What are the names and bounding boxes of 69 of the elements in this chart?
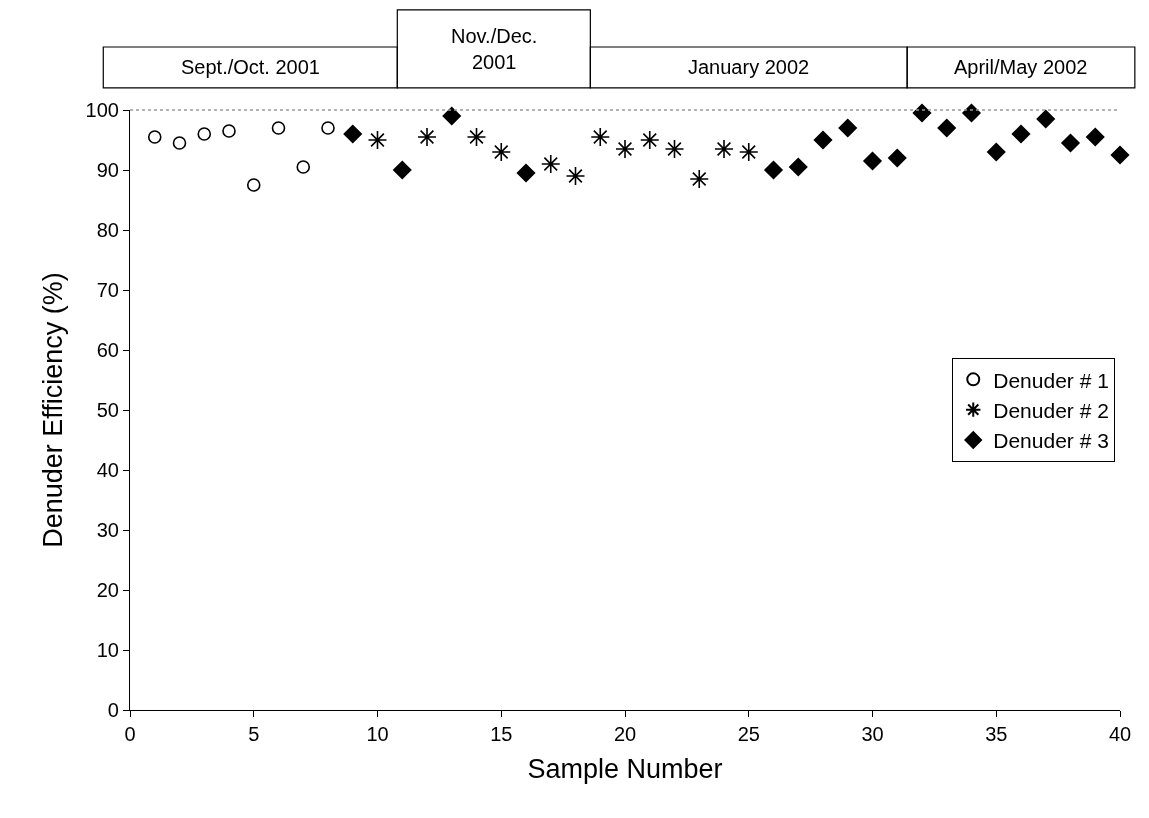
point [540,154,561,174]
point [888,148,907,168]
point [393,160,412,180]
y-tick-label: 0 [107,699,119,721]
point [689,169,710,189]
y-tick-label: 10 [96,639,119,661]
y-tick-label: 50 [96,399,119,421]
x-tick-label: 5 [248,723,260,746]
point [516,163,536,183]
y-tick-label: 60 [96,339,119,361]
point [1011,124,1031,144]
point [147,130,162,144]
x-tick-label: 15 [490,723,513,746]
y-tick-label: 20 [96,579,119,601]
point [321,121,335,135]
point [962,103,981,123]
point [1036,109,1055,129]
point [222,124,236,138]
point [764,160,783,180]
point [912,103,932,123]
text: Sept./Oct. 2001 [181,56,320,78]
point [343,124,362,144]
point [664,139,685,159]
legend-label: Denuder # 1 [993,368,1109,392]
y-tick-label: 90 [96,159,119,181]
x-tick-label: 30 [861,723,884,746]
legend-label: Denuder # 3 [993,429,1109,453]
text: April/May 2002 [954,56,1088,78]
point [590,127,611,147]
x-tick-label: 10 [366,723,389,746]
point [197,127,212,141]
point [738,142,759,162]
point [271,121,286,135]
x-tick-label: 35 [985,723,1008,746]
text: January 2002 [688,56,810,78]
point [813,130,833,150]
point [639,130,660,150]
legend-label: Denuder # 2 [993,398,1109,422]
y-axis-title: Denuder Efficiency (%) [37,272,68,548]
y-tick-label: 30 [96,519,119,541]
point [246,178,261,192]
point [466,127,487,147]
x-tick-label: 40 [1108,723,1132,746]
point [937,118,956,138]
point [172,136,187,150]
x-tick-label: 20 [613,723,637,746]
y-tick-label: 100 [85,99,119,121]
point [491,142,512,162]
point [714,139,734,159]
point [417,127,437,147]
point [789,157,808,177]
y-tick-label: 80 [96,219,119,241]
x-tick-label: 25 [737,723,760,746]
x-axis-title: Sample Number [527,754,723,785]
point [367,130,388,150]
x-tick-label: 0 [124,723,136,746]
y-tick-label: 40 [96,459,119,481]
point [863,151,882,171]
point [987,142,1006,162]
point [1061,133,1080,153]
point [1086,127,1105,147]
point [1110,145,1130,165]
y-tick-label: 70 [96,279,119,301]
point [296,160,311,174]
point [442,106,461,126]
point [615,139,635,159]
text: Nov./Dec. 2001 [451,25,538,73]
point [565,166,586,186]
point [838,118,857,138]
